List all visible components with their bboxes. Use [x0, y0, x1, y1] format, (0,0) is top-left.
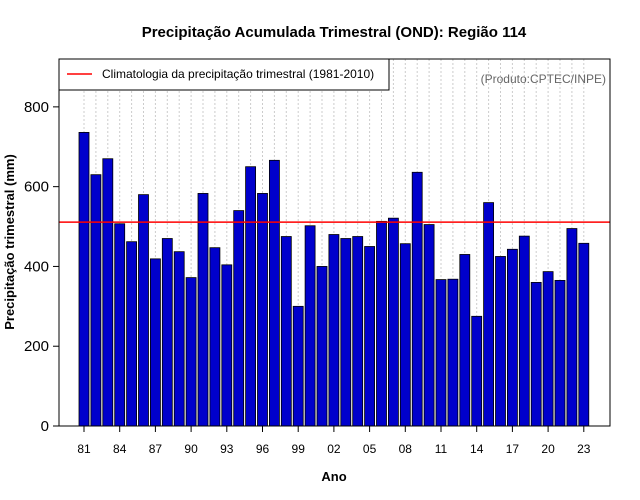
bar-1995: [245, 166, 257, 427]
y-tick-label: 400: [24, 258, 49, 275]
bar-1994: [233, 210, 245, 427]
bar-2010: [423, 224, 435, 427]
bar-1985: [126, 241, 137, 427]
bar-1986: [138, 194, 149, 427]
bar-2003: [340, 238, 352, 427]
bar-1999: [292, 305, 304, 427]
x-tick-label: 90: [184, 442, 198, 456]
x-tick-label: 23: [577, 442, 591, 456]
bar-2008: [399, 243, 411, 427]
bar-2015: [483, 202, 495, 427]
x-tick-label: 11: [435, 442, 448, 456]
x-axis: 81 84 87 90 93 96 99 02 05 08 11 14 17 20 23: [77, 426, 591, 456]
bar-2014: [471, 315, 483, 427]
bar-1988: [161, 238, 173, 427]
y-tick-label: 0: [41, 418, 49, 435]
x-tick-label: 93: [220, 442, 234, 456]
bar-2011: [435, 279, 447, 427]
x-axis-label: Ano: [321, 469, 346, 484]
bar-2019: [530, 281, 542, 427]
bar-1997: [268, 159, 280, 427]
bar-2007: [387, 217, 399, 427]
bar-1982: [90, 174, 102, 427]
bar-2009: [411, 171, 423, 427]
bar-2004: [352, 236, 364, 427]
bar-2000: [304, 225, 316, 427]
x-tick-label: 14: [470, 442, 484, 456]
bars: [78, 131, 590, 427]
bar-2013: [459, 254, 471, 427]
x-tick-label: 02: [327, 442, 341, 456]
x-tick-label: 05: [363, 442, 377, 456]
source-note: (Produto:CPTEC/INPE): [481, 72, 606, 86]
x-tick-label: 81: [77, 442, 91, 456]
bar-1984: [114, 223, 126, 427]
x-tick-label: 87: [149, 442, 163, 456]
bar-2006: [376, 220, 387, 427]
x-tick-label: 17: [506, 442, 520, 456]
bar-1996: [257, 193, 268, 427]
bar-2022: [566, 228, 578, 427]
legend-box: [58, 58, 390, 91]
bar-1983: [102, 158, 114, 427]
bar-1981: [78, 131, 90, 427]
chart-title: Precipitação Acumulada Trimestral (OND):…: [142, 24, 527, 41]
bar-2001: [316, 266, 328, 427]
y-tick-label: 600: [24, 179, 49, 196]
bar-1991: [197, 193, 209, 427]
bar-2017: [506, 248, 518, 427]
x-tick-label: 96: [256, 442, 270, 456]
bar-1993: [221, 264, 233, 427]
bar-1989: [173, 251, 185, 427]
bar-1998: [280, 236, 292, 427]
bar-1990: [185, 277, 197, 427]
x-tick-label: 08: [399, 442, 413, 456]
bar-2012: [447, 278, 459, 427]
bar-1987: [149, 258, 161, 427]
x-tick-label: 84: [113, 442, 127, 456]
y-tick-label: 200: [24, 338, 49, 355]
y-tick-label: 800: [24, 99, 49, 116]
bar-2005: [364, 246, 376, 427]
bar-2021: [554, 279, 566, 427]
y-axis: 0 200 400 600 800: [24, 99, 59, 435]
bar-2018: [518, 235, 530, 427]
bar-1992: [209, 247, 221, 427]
x-tick-label: 20: [541, 442, 555, 456]
bar-2023: [578, 242, 590, 427]
bar-2002: [328, 234, 340, 427]
y-axis-label: Precipitação trimestral (mm): [2, 154, 17, 330]
legend-label: Climatologia da precipitação trimestral …: [102, 67, 374, 81]
legend: Climatologia da precipitação trimestral …: [58, 58, 390, 91]
bar-2020: [542, 271, 554, 427]
x-tick-label: 99: [292, 442, 306, 456]
bar-2016: [495, 256, 506, 427]
